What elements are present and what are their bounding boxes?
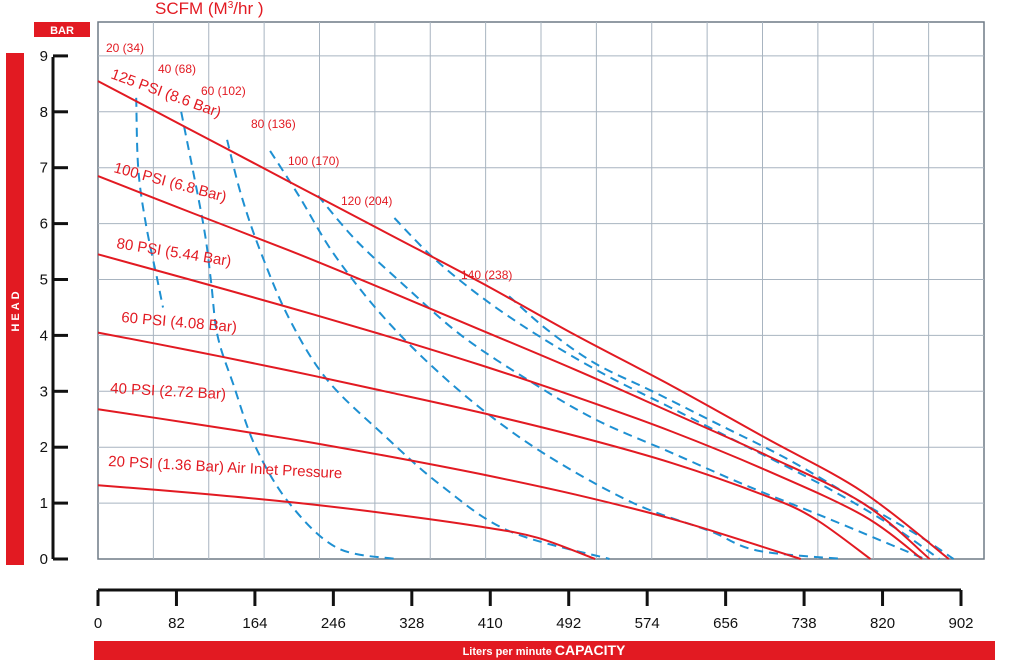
- y-tick-label: 6: [40, 216, 48, 233]
- y-tick-label: 7: [40, 160, 48, 177]
- x-tick-label: 574: [635, 615, 660, 632]
- y-tick-label: 5: [40, 272, 48, 289]
- air-curve-line: [317, 195, 926, 560]
- x-tick-label: 164: [242, 615, 267, 632]
- air-curve-line: [180, 111, 397, 560]
- pressure-curve-line: [97, 408, 802, 560]
- x-tick-label: 492: [556, 615, 581, 632]
- air-curve-line: [393, 217, 940, 560]
- x-tick-label: 820: [870, 615, 895, 632]
- x-tick-label: 656: [713, 615, 738, 632]
- y-unit-badge: [34, 22, 90, 37]
- x-axis-title-bar: [94, 641, 995, 660]
- x-tick-label: 738: [792, 615, 817, 632]
- pressure-curve-line: [97, 331, 871, 560]
- x-tick-label: 82: [168, 615, 185, 632]
- y-axis-title-bar: [6, 53, 24, 565]
- y-tick-label: 8: [40, 104, 48, 121]
- y-tick-label: 9: [40, 48, 48, 65]
- x-axis-title-bold: CAPACITY: [555, 642, 626, 658]
- scfm-axis-label: SCFM (M3/hr ): [155, 0, 264, 18]
- x-axis-title-prefix: Liters per minute: [463, 646, 555, 658]
- scfm-axis-label-text: SCFM (M: [155, 0, 228, 18]
- y-tick-label: 0: [40, 551, 48, 568]
- y-tick-label: 2: [40, 439, 48, 456]
- x-tick-label: 902: [948, 615, 973, 632]
- air-curve-label: 60 (102): [201, 84, 246, 98]
- air-curve-line: [226, 139, 610, 560]
- air-consumption-curves: 20 (34) 40 (68) 60 (102) 80 (136) 100 (170) 1…: [106, 41, 955, 560]
- air-curve-label: 40 (68): [158, 62, 196, 76]
- y-tick-label: 3: [40, 383, 48, 400]
- scfm-axis-label-end: /hr ): [233, 0, 263, 18]
- y-tick-label: 4: [40, 327, 48, 344]
- pressure-curve-label: 40 PSI (2.72 Bar): [110, 380, 227, 403]
- pressure-curve-line: [97, 253, 923, 560]
- grid-lines: [98, 22, 984, 559]
- air-curve-line: [135, 97, 164, 308]
- y-axis-ticks: 0 1 2 3 4 5 6 7 8 9: [40, 48, 68, 568]
- air-curve-line: [508, 295, 955, 560]
- pressure-curve-line: [97, 175, 931, 560]
- x-tick-label: 410: [478, 615, 503, 632]
- air-curve-label: 80 (136): [251, 117, 296, 131]
- x-axis-ticks: 0 82 164 246 328 410 492 574 656 738 820 902: [94, 590, 974, 632]
- x-tick-label: 0: [94, 615, 102, 632]
- pressure-curve-line: [97, 80, 950, 560]
- x-tick-label: 328: [399, 615, 424, 632]
- air-curve-label: 120 (204): [341, 194, 392, 208]
- y-tick-label: 1: [40, 495, 48, 512]
- x-axis-title: Liters per minute CAPACITY: [463, 642, 626, 658]
- x-tick-label: 246: [321, 615, 346, 632]
- y-unit-badge-label: BAR: [50, 25, 74, 37]
- air-curve-label: 100 (170): [288, 154, 339, 168]
- pressure-curve-line: [97, 484, 596, 560]
- air-curve-label: 20 (34): [106, 41, 144, 55]
- air-curve-line: [269, 150, 844, 560]
- y-axis-title: HEAD: [10, 288, 22, 331]
- scfm-axis-label-sup: 3: [228, 0, 234, 11]
